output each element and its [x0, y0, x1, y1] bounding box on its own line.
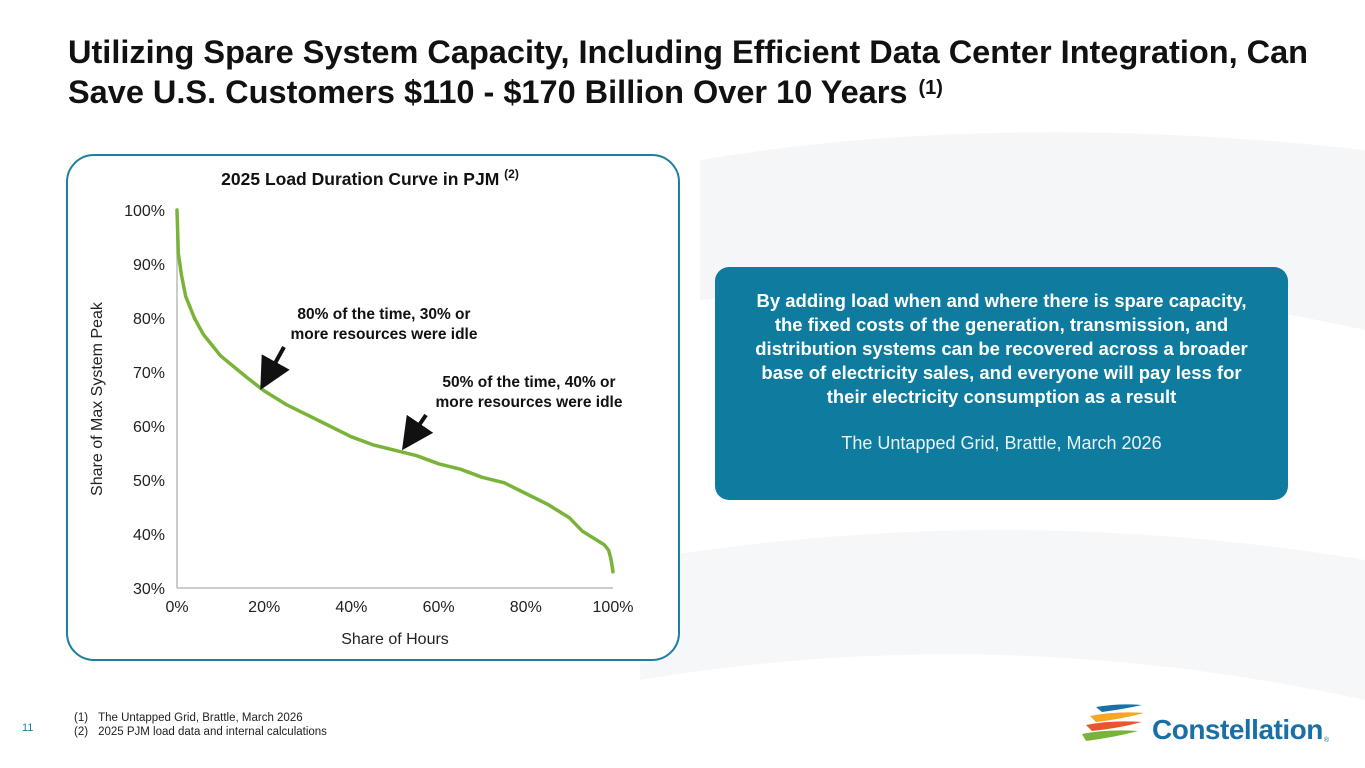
y-tick-label: 100%	[124, 203, 165, 220]
x-tick-label: 80%	[510, 599, 542, 616]
annotation-arrow	[401, 413, 434, 451]
footnote-marker: (2)	[74, 726, 89, 738]
y-tick-label: 40%	[133, 527, 165, 544]
y-tick-label: 30%	[133, 581, 165, 598]
callout-box: By adding load when and where there is s…	[715, 267, 1288, 500]
x-tick-label: 60%	[423, 599, 455, 616]
page-number: 11	[22, 722, 34, 734]
x-axis-label: Share of Hours	[341, 631, 449, 648]
logo-text: Constellation	[1152, 714, 1323, 745]
annotation-1: 80% of the time, 30% or more resources we…	[260, 306, 478, 391]
y-tick-label: 90%	[133, 257, 165, 274]
y-tick-label: 80%	[133, 311, 165, 328]
footnote-2: (2) 2025 PJM load data and internal calc…	[74, 725, 327, 739]
annotation-text: more resources were idle	[291, 326, 478, 343]
footnote-marker: (1)	[74, 712, 89, 724]
logo-registered-mark: ®	[1323, 736, 1330, 744]
chart-title-footnote: (2)	[504, 167, 519, 181]
title-footnote-marker: (1)	[918, 77, 943, 99]
y-tick-label: 60%	[133, 419, 165, 436]
footnote-text: The Untapped Grid, Brattle, March 2026	[98, 712, 303, 724]
load-duration-curve	[175, 208, 615, 574]
chart-title: 2025 Load Duration Curve in PJM (2)	[221, 167, 519, 189]
annotation-text: 50% of the time, 40% or	[442, 374, 615, 391]
callout-text: By adding load when and where there is s…	[755, 290, 1248, 407]
annotation-text: more resources were idle	[436, 394, 623, 411]
annotation-2: 50% of the time, 40% or more resources we…	[401, 374, 623, 451]
constellation-swoosh-icon	[1082, 704, 1144, 741]
annotation-arrow	[260, 346, 290, 391]
footnote-1: (1) The Untapped Grid, Brattle, March 20…	[74, 711, 327, 725]
y-axis-label: Share of Max System Peak	[89, 301, 106, 496]
x-tick-label: 100%	[593, 599, 634, 616]
footnote-text: 2025 PJM load data and internal calculat…	[98, 726, 327, 738]
annotation-text: 80% of the time, 30% or	[297, 306, 470, 323]
x-tick-label: 20%	[248, 599, 280, 616]
y-tick-label: 70%	[133, 365, 165, 382]
y-tick-label: 50%	[133, 473, 165, 490]
chart-card	[66, 154, 680, 661]
callout-source: The Untapped Grid, Brattle, March 2026	[841, 433, 1162, 453]
page-title: Utilizing Spare System Capacity, Includi…	[68, 34, 1309, 110]
company-logo: Constellation ®	[1080, 700, 1329, 746]
x-tick-label: 0%	[165, 599, 188, 616]
footnotes: (1) The Untapped Grid, Brattle, March 20…	[74, 711, 327, 739]
x-tick-label: 40%	[335, 599, 367, 616]
